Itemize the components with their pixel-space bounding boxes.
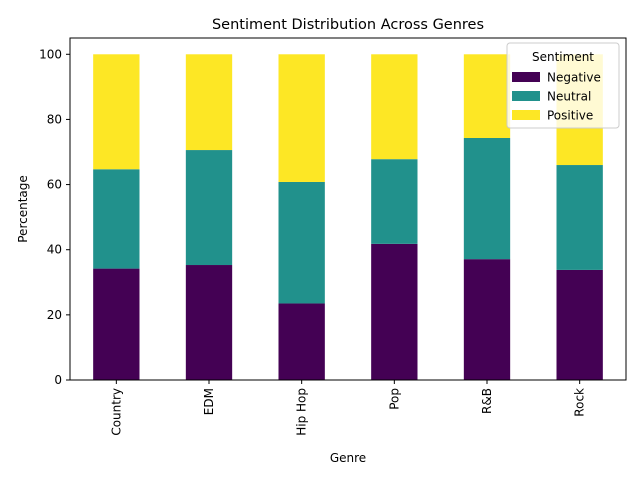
legend-swatch-positive (512, 110, 540, 120)
y-tick-label: 100 (39, 47, 62, 61)
x-tick-label: Country (109, 388, 123, 436)
bar-neutral-edm (185, 150, 233, 266)
legend-label-negative: Negative (547, 71, 601, 85)
bars-group (93, 54, 603, 380)
bar-positive-pop (371, 54, 418, 160)
legend-title: Sentiment (532, 50, 594, 64)
legend-label-positive: Positive (547, 109, 593, 123)
x-tick-label: Pop (387, 388, 401, 410)
bar-positive-country (93, 54, 140, 170)
y-tick-label: 40 (47, 243, 62, 257)
x-tick-label: R&B (480, 388, 494, 414)
legend-swatch-neutral (512, 91, 540, 101)
y-tick-label: 80 (47, 112, 62, 126)
x-tick-label: Rock (573, 388, 587, 417)
plot-frame (69, 37, 627, 381)
bar-positive-hip-hop (278, 54, 325, 182)
legend: Sentiment Negative Neutral Positive (506, 42, 620, 129)
bar-negative-country (93, 268, 140, 380)
bar-neutral-r-b (463, 137, 511, 260)
y-tick-label: 20 (47, 308, 62, 322)
x-axis-label: Genre (330, 451, 366, 465)
bar-negative-edm (185, 265, 233, 380)
legend-label-neutral: Neutral (547, 90, 591, 104)
y-tick-label: 0 (54, 373, 62, 387)
bar-negative-hip-hop (278, 303, 325, 380)
legend-box (506, 42, 620, 129)
bar-neutral-country (93, 169, 140, 269)
bar-negative-rock (556, 269, 603, 380)
x-tick-label: Hip Hop (295, 388, 309, 436)
chart-title: Sentiment Distribution Across Genres (212, 17, 484, 33)
legend-swatch-negative (512, 72, 540, 82)
y-tick-label: 60 (47, 178, 62, 192)
bar-positive-edm (185, 54, 233, 151)
bar-negative-pop (371, 243, 418, 380)
y-axis: 0 20 40 60 80 100 (39, 47, 70, 387)
x-tick-label: EDM (202, 388, 216, 415)
bar-neutral-pop (371, 159, 418, 244)
bar-neutral-rock (556, 165, 603, 270)
bar-positive-r-b (463, 54, 511, 138)
x-axis: Country EDM Hip Hop Pop R&B Rock (109, 380, 587, 436)
bar-negative-r-b (463, 259, 511, 380)
bar-neutral-hip-hop (278, 181, 325, 304)
y-axis-label: Percentage (16, 175, 30, 243)
